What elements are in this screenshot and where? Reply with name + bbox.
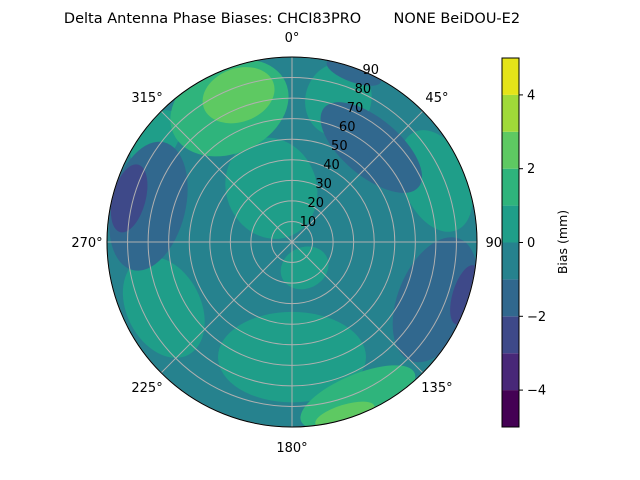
colorbar-segment [502, 58, 519, 95]
angular-tick-label: 135° [421, 381, 452, 396]
angular-tick-label: 270° [71, 236, 102, 251]
colorbar-tick-label: −4 [527, 384, 546, 399]
colorbar-segment [502, 390, 519, 427]
colorbar-segment [502, 94, 519, 132]
angular-gridline [291, 110, 424, 243]
chart-title: Delta Antenna Phase Biases: CHCI83PRO NO… [64, 11, 520, 27]
angular-gridline [160, 241, 293, 374]
angular-tick-label: 180° [276, 441, 307, 456]
angular-tick-label: 45° [425, 91, 448, 106]
colorbar-label: Bias (mm) [555, 210, 570, 274]
colorbar-segment [502, 316, 519, 354]
contour-region [225, 137, 318, 239]
radial-tick-label: 20 [307, 196, 324, 211]
colorbar-segment [502, 205, 519, 243]
radial-tick-label: 30 [315, 177, 332, 192]
radial-tick-label: 90 [363, 63, 380, 78]
contour-region [110, 164, 148, 233]
polar-axes: 0°45°90°135°180°225°270°315° 10203040506… [71, 31, 508, 456]
angular-tick-label: 315° [131, 91, 162, 106]
contour-region [315, 401, 375, 427]
contour-region [450, 265, 477, 325]
angular-gridline [291, 241, 424, 374]
radial-tick-label: 60 [339, 120, 356, 135]
angular-gridline [160, 110, 293, 243]
angular-tick-label: 0° [285, 31, 300, 46]
contour-region [399, 130, 473, 232]
radial-tick-label: 80 [355, 82, 372, 97]
contour-region [326, 58, 382, 86]
colorbar-segment [502, 279, 519, 317]
radial-tick-label: 40 [323, 158, 340, 173]
colorbar-segment [502, 168, 519, 206]
angular-tick-label: 225° [131, 381, 162, 396]
colorbar-tick-label: 4 [527, 88, 535, 103]
contour-region [280, 246, 329, 290]
polar-frame [106, 56, 478, 428]
colorbar-segment [502, 242, 519, 280]
radial-tick-label: 10 [300, 215, 317, 230]
colorbar-tick-label: 2 [527, 162, 535, 177]
colorbar-segment [502, 353, 519, 391]
radial-tick-label: 70 [347, 101, 364, 116]
radial-tick-label: 50 [331, 139, 348, 154]
radial-tick-labels: 10 20 30 40 50 60 70 80 90 [300, 63, 379, 230]
colorbar: −4 −2 0 2 4 [501, 57, 546, 428]
polar-grid [106, 56, 478, 428]
angular-tick-labels: 0°45°90°135°180°225°270°315° [71, 31, 508, 456]
colorbar-tick-label: 0 [527, 236, 535, 251]
colorbar-tick-label: −2 [527, 310, 546, 325]
colorbar-segment [502, 131, 519, 169]
